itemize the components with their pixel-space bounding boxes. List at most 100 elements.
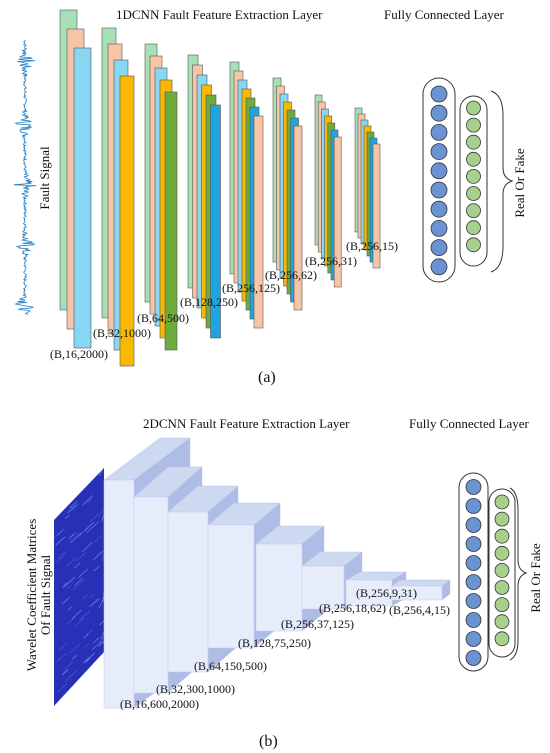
conv2d-block-front-2 [133, 496, 169, 694]
conv1d-bar-8-7 [372, 143, 381, 269]
conv2d-block-front-3 [167, 511, 209, 673]
shape-label-8: (B,256,15) [346, 239, 398, 253]
fc-capsule-1 [422, 77, 456, 283]
shape-label-b-8: (B,256,4,15) [389, 603, 450, 617]
wavelet-streak [89, 513, 99, 523]
fc-node-b1-7 [465, 593, 482, 609]
shape-label-b-1: (B,16,600,2000) [120, 697, 199, 711]
fc-node-b2-4 [494, 545, 510, 561]
conv1d-layers [59, 9, 381, 367]
fc-nodes-1 [430, 85, 448, 276]
conv2d-block-front-1 [103, 479, 135, 709]
wavelet-streak [67, 504, 77, 514]
wavelet-streak [57, 683, 67, 693]
wavelet-streak [93, 566, 100, 572]
fc-nodes-b-2 [494, 494, 510, 647]
wavelet-streak [65, 514, 70, 520]
fc-node-a2-8 [466, 220, 481, 236]
fc-brace-b [509, 487, 528, 661]
shape-label-b-5: (B,256,37,125) [281, 617, 354, 631]
panel-a-conv-title: 1DCNN Fault Feature Extraction Layer [116, 7, 323, 22]
shape-label-4: (B,128,250) [180, 295, 238, 309]
output-label: Real Or Fake [512, 148, 527, 218]
shape-label-6: (B,256,62) [265, 268, 317, 282]
wavelet-streak [75, 617, 85, 626]
conv1d-bar-1-3 [73, 47, 92, 349]
shape-label-7: (B,256,31) [305, 254, 357, 268]
fc-node-b1-5 [465, 555, 482, 571]
conv1d-bar-5-7 [253, 115, 264, 329]
shape-label-b-3: (B,64,150,500) [194, 659, 267, 673]
wavelet-streak [97, 508, 105, 518]
wavelet-streak [70, 533, 79, 541]
fc-node-a1-5 [430, 162, 448, 180]
wavelet-streak [64, 661, 74, 670]
fc-node-b1-1 [465, 479, 482, 495]
wavelet-streak [67, 606, 72, 611]
wavelet-streak [56, 652, 67, 663]
wavelet-streak [67, 616, 76, 624]
fc-node-a2-2 [466, 117, 481, 133]
fc-node-b1-8 [465, 612, 482, 628]
fc-node-b1-6 [465, 574, 482, 590]
fc-node-a1-10 [430, 258, 448, 276]
panel-b: 2DCNN Fault Feature Extraction Layer Ful… [24, 416, 543, 750]
wavelet-streak [79, 610, 91, 621]
caption-b: (b) [259, 733, 278, 750]
wavelet-streak [99, 641, 104, 646]
wavelet-streak [91, 640, 102, 650]
conv1d-bar-7-7 [333, 136, 342, 288]
caption-a: (a) [258, 369, 276, 386]
conv2d-block-front-4 [207, 524, 255, 649]
conv1d-bar-6-7 [293, 125, 303, 311]
wavelet-streak [62, 576, 76, 589]
fc-node-b2-8 [494, 614, 510, 630]
wavelet-streak [86, 521, 99, 533]
panel-a: 1DCNN Fault Feature Extraction Layer Ful… [13, 7, 527, 386]
wavelet-streak [93, 550, 104, 560]
conv2d-block-front-7 [345, 579, 393, 607]
fc-node-b1-3 [465, 517, 482, 533]
wavelet-streak [101, 553, 105, 562]
wavelet-streak [70, 643, 80, 653]
wavelet-streak [92, 637, 100, 644]
fc-node-a1-3 [430, 123, 448, 141]
fc-node-a1-7 [430, 200, 448, 218]
wavelet-streak [84, 643, 90, 648]
wavelet-streak [65, 557, 77, 568]
shape-label-b-2: (B,32,300,1000) [156, 682, 235, 696]
shape-label-5: (B,256,125) [222, 281, 280, 295]
output-label-b: Real Or Fake [528, 543, 543, 613]
wavelet-streak [83, 633, 89, 639]
wavelet-streak [69, 501, 78, 509]
wavelet-streak [75, 551, 87, 562]
conv2d-block-front-6 [301, 565, 345, 610]
shape-label-2: (B,32,1000) [93, 326, 151, 340]
wavelet-streak [65, 670, 78, 682]
shape-label-1: (B,16,2000) [50, 347, 108, 361]
wavelet-streak [78, 527, 89, 537]
wavelet-streak [101, 513, 105, 522]
wavelet-streak [83, 657, 90, 662]
shape-label-3: (B,64,500) [137, 311, 189, 325]
wavelet-streak [70, 532, 83, 544]
fc-brace [490, 90, 514, 273]
conv2d-block-front-8 [391, 585, 443, 601]
shape-label-b-7: (B,256,9,31) [356, 586, 417, 600]
fc-node-a2-7 [466, 203, 481, 219]
wavelet-streak [53, 533, 59, 538]
wavelet-streak [58, 642, 68, 651]
wavelet-streak [99, 466, 105, 477]
wavelet-streak [98, 620, 105, 626]
wavelet-streak [86, 629, 93, 636]
wavelet-streak [68, 533, 74, 540]
wavelet-streak [100, 631, 105, 640]
fc-node-b1-4 [465, 536, 482, 552]
wavelet-label-line2: Of Fault Signal [38, 555, 53, 636]
fc-node-a2-5 [466, 168, 481, 184]
fc-nodes-2 [466, 100, 481, 253]
wavelet-streak [84, 521, 95, 531]
panel-a-fc-title: Fully Connected Layer [384, 7, 505, 22]
wavelet-streak [61, 596, 71, 605]
fc-node-b2-3 [494, 528, 510, 544]
